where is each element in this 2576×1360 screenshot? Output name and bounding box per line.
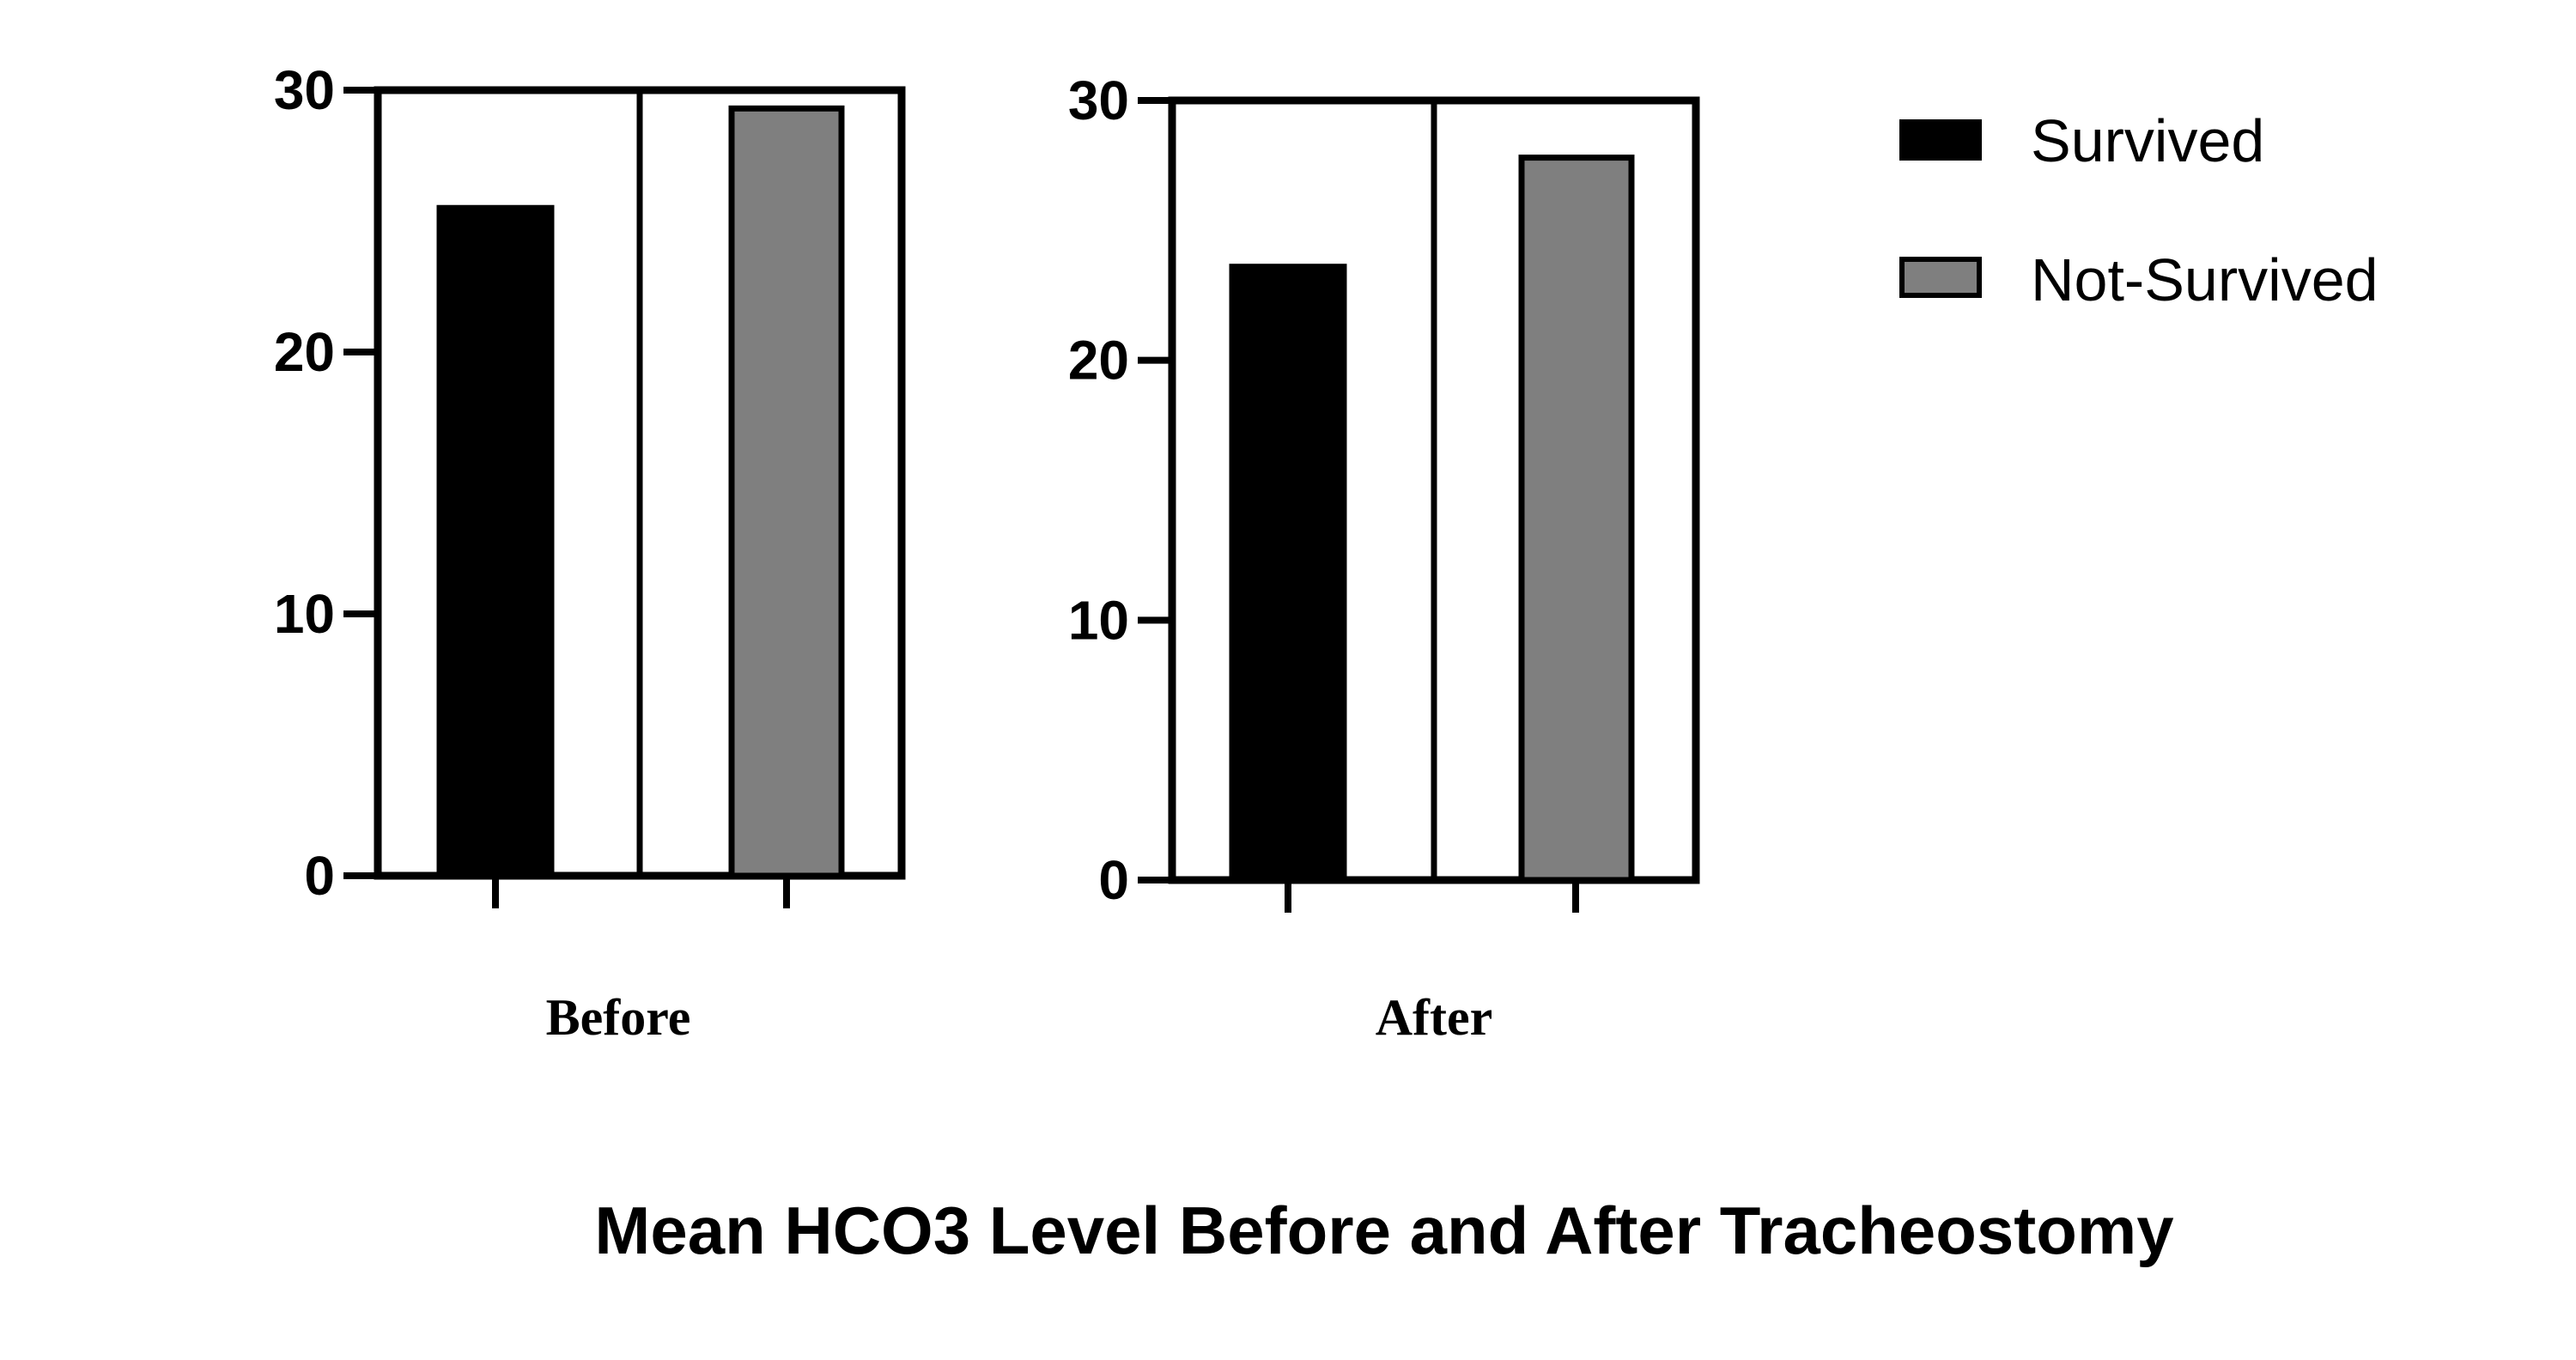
legend-swatch-not-survived (1899, 257, 1982, 298)
bar-after-not-survived (1518, 155, 1635, 883)
y-tick-label-before-10: 10 (274, 583, 335, 645)
y-tick-label-before-30: 30 (274, 59, 335, 121)
y-tick-label-after-10: 10 (1068, 589, 1129, 651)
bar-before-survived (436, 204, 555, 879)
bar-after-survived (1229, 264, 1347, 883)
bar-before-not-survived (728, 105, 845, 879)
y-tick-label-after-20: 20 (1068, 330, 1129, 392)
group-label-before: Before (546, 989, 691, 1046)
panel-after: 0 10 20 30 After (1068, 70, 1700, 1046)
y-tick-label-before-20: 20 (274, 321, 335, 383)
legend: Survived Not-Survived (1899, 107, 2379, 313)
legend-swatch-survived (1899, 119, 1982, 161)
legend-label-survived: Survived (2031, 107, 2264, 174)
y-tick-label-after-0: 0 (1098, 849, 1129, 911)
y-tick-label-after-30: 30 (1068, 70, 1129, 131)
panel-before: 0 10 20 30 Before (274, 59, 906, 1046)
group-label-after: After (1376, 989, 1493, 1046)
legend-label-not-survived: Not-Survived (2031, 246, 2379, 313)
y-tick-label-before-0: 0 (304, 845, 335, 907)
chart-title: Mean HCO3 Level Before and After Tracheo… (594, 1193, 2173, 1268)
